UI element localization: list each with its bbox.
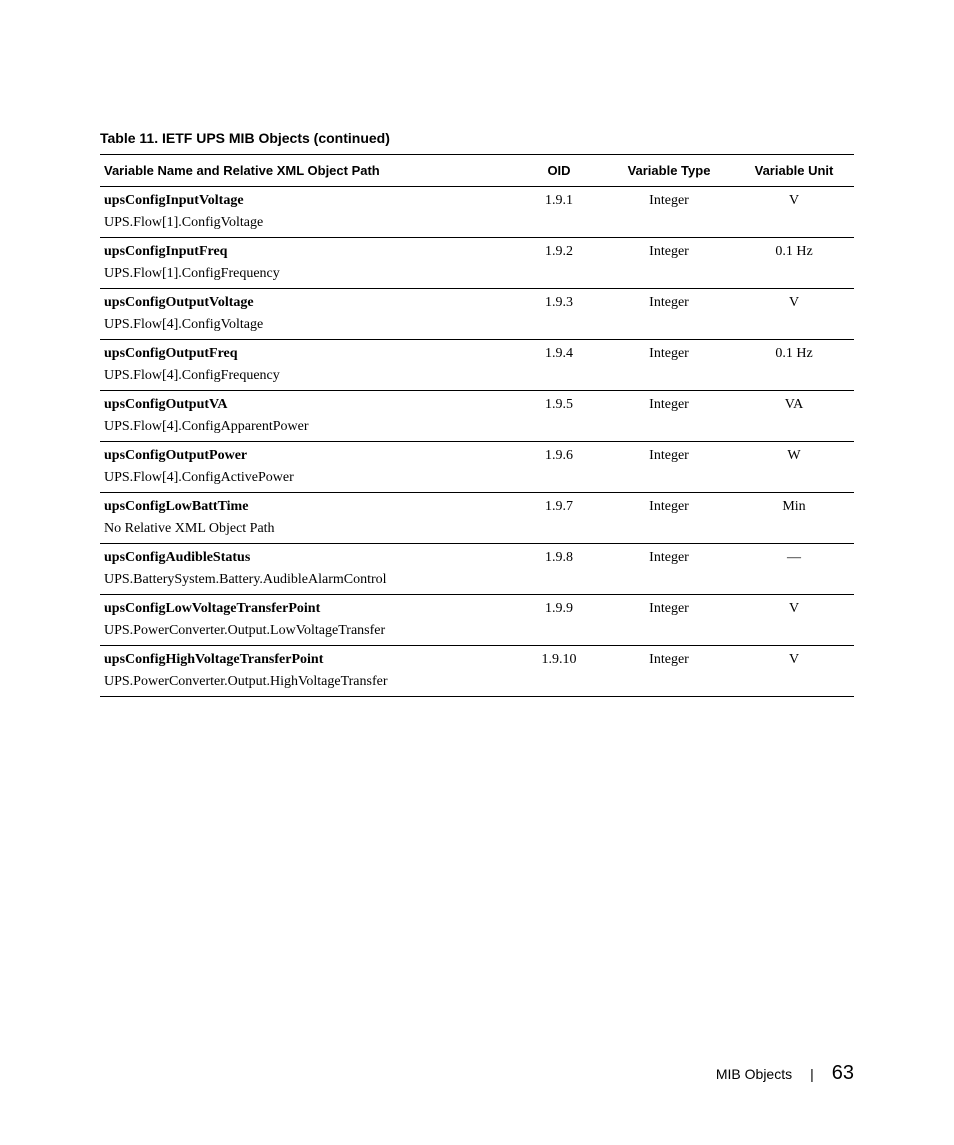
type-value: Integer <box>604 391 734 416</box>
variable-name: upsConfigAudibleStatus <box>100 544 514 569</box>
table-row: UPS.Flow[4].ConfigApparentPower <box>100 415 854 442</box>
page-number: 63 <box>832 1062 854 1085</box>
xml-path: UPS.BatterySystem.Battery.AudibleAlarmCo… <box>100 568 854 595</box>
oid-value: 1.9.3 <box>514 289 604 314</box>
table-row: UPS.BatterySystem.Battery.AudibleAlarmCo… <box>100 568 854 595</box>
unit-value: — <box>734 544 854 569</box>
unit-value: W <box>734 442 854 467</box>
oid-value: 1.9.1 <box>514 187 604 212</box>
unit-value: V <box>734 595 854 620</box>
type-value: Integer <box>604 238 734 263</box>
variable-name: upsConfigHighVoltageTransferPoint <box>100 646 514 671</box>
table-row: UPS.Flow[4].ConfigFrequency <box>100 364 854 391</box>
table-body: upsConfigInputVoltage 1.9.1 Integer V UP… <box>100 187 854 697</box>
oid-value: 1.9.8 <box>514 544 604 569</box>
col-header-type: Variable Type <box>604 155 734 187</box>
col-header-oid: OID <box>514 155 604 187</box>
unit-value: Min <box>734 493 854 518</box>
oid-value: 1.9.9 <box>514 595 604 620</box>
table-row: upsConfigOutputFreq 1.9.4 Integer 0.1 Hz <box>100 340 854 365</box>
footer-section-label: MIB Objects <box>716 1066 792 1082</box>
table-row: UPS.Flow[4].ConfigActivePower <box>100 466 854 493</box>
table-row: UPS.Flow[1].ConfigFrequency <box>100 262 854 289</box>
col-header-name: Variable Name and Relative XML Object Pa… <box>100 155 514 187</box>
type-value: Integer <box>604 442 734 467</box>
variable-name: upsConfigOutputPower <box>100 442 514 467</box>
xml-path: UPS.Flow[4].ConfigVoltage <box>100 313 854 340</box>
table-row: upsConfigOutputVA 1.9.5 Integer VA <box>100 391 854 416</box>
table-row: UPS.PowerConverter.Output.HighVoltageTra… <box>100 670 854 697</box>
xml-path: No Relative XML Object Path <box>100 517 854 544</box>
xml-path: UPS.Flow[4].ConfigFrequency <box>100 364 854 391</box>
table-row: upsConfigHighVoltageTransferPoint 1.9.10… <box>100 646 854 671</box>
oid-value: 1.9.10 <box>514 646 604 671</box>
unit-value: V <box>734 646 854 671</box>
oid-value: 1.9.7 <box>514 493 604 518</box>
type-value: Integer <box>604 493 734 518</box>
table-row: upsConfigInputFreq 1.9.2 Integer 0.1 Hz <box>100 238 854 263</box>
document-page: Table 11. IETF UPS MIB Objects (continue… <box>0 0 954 1145</box>
table-row: UPS.Flow[1].ConfigVoltage <box>100 211 854 238</box>
table-row: upsConfigLowVoltageTransferPoint 1.9.9 I… <box>100 595 854 620</box>
variable-name: upsConfigLowVoltageTransferPoint <box>100 595 514 620</box>
variable-name: upsConfigOutputFreq <box>100 340 514 365</box>
type-value: Integer <box>604 595 734 620</box>
mib-objects-table: Variable Name and Relative XML Object Pa… <box>100 154 854 697</box>
variable-name: upsConfigLowBattTime <box>100 493 514 518</box>
xml-path: UPS.PowerConverter.Output.LowVoltageTran… <box>100 619 854 646</box>
table-row: upsConfigInputVoltage 1.9.1 Integer V <box>100 187 854 212</box>
table-row: upsConfigOutputVoltage 1.9.3 Integer V <box>100 289 854 314</box>
type-value: Integer <box>604 187 734 212</box>
table-row: UPS.PowerConverter.Output.LowVoltageTran… <box>100 619 854 646</box>
oid-value: 1.9.6 <box>514 442 604 467</box>
type-value: Integer <box>604 646 734 671</box>
table-row: upsConfigAudibleStatus 1.9.8 Integer — <box>100 544 854 569</box>
xml-path: UPS.Flow[1].ConfigFrequency <box>100 262 854 289</box>
table-header-row: Variable Name and Relative XML Object Pa… <box>100 155 854 187</box>
unit-value: 0.1 Hz <box>734 340 854 365</box>
col-header-unit: Variable Unit <box>734 155 854 187</box>
type-value: Integer <box>604 544 734 569</box>
oid-value: 1.9.4 <box>514 340 604 365</box>
unit-value: V <box>734 289 854 314</box>
unit-value: V <box>734 187 854 212</box>
page-footer: MIB Objects | 63 <box>716 1062 854 1085</box>
type-value: Integer <box>604 289 734 314</box>
oid-value: 1.9.2 <box>514 238 604 263</box>
unit-value: 0.1 Hz <box>734 238 854 263</box>
table-row: upsConfigOutputPower 1.9.6 Integer W <box>100 442 854 467</box>
table-row: upsConfigLowBattTime 1.9.7 Integer Min <box>100 493 854 518</box>
xml-path: UPS.Flow[1].ConfigVoltage <box>100 211 854 238</box>
type-value: Integer <box>604 340 734 365</box>
table-row: UPS.Flow[4].ConfigVoltage <box>100 313 854 340</box>
variable-name: upsConfigInputVoltage <box>100 187 514 212</box>
footer-separator: | <box>810 1066 814 1082</box>
table-caption: Table 11. IETF UPS MIB Objects (continue… <box>100 130 854 146</box>
table-row: No Relative XML Object Path <box>100 517 854 544</box>
variable-name: upsConfigOutputVoltage <box>100 289 514 314</box>
xml-path: UPS.PowerConverter.Output.HighVoltageTra… <box>100 670 854 697</box>
xml-path: UPS.Flow[4].ConfigApparentPower <box>100 415 854 442</box>
unit-value: VA <box>734 391 854 416</box>
oid-value: 1.9.5 <box>514 391 604 416</box>
variable-name: upsConfigOutputVA <box>100 391 514 416</box>
xml-path: UPS.Flow[4].ConfigActivePower <box>100 466 854 493</box>
variable-name: upsConfigInputFreq <box>100 238 514 263</box>
